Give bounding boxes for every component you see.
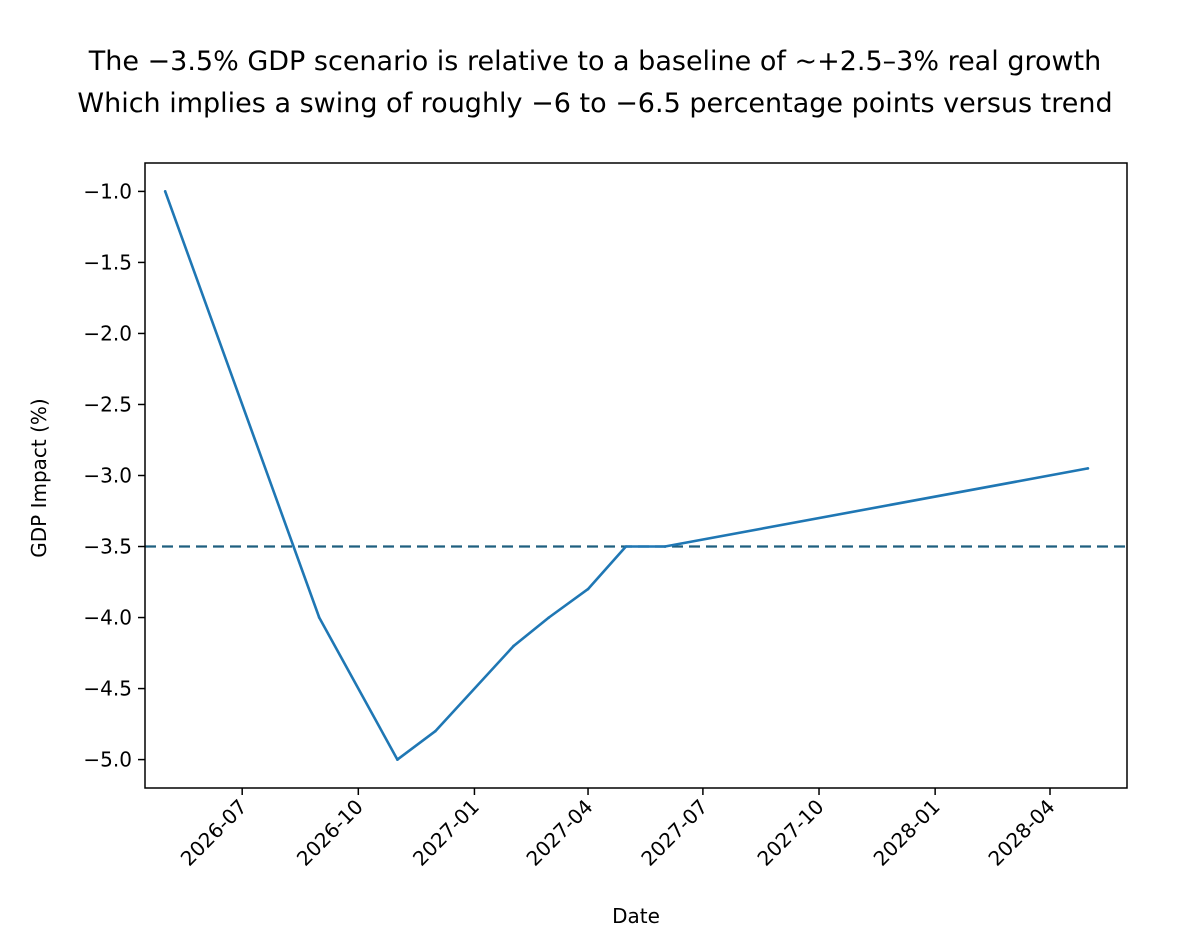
data-point-5 bbox=[547, 616, 551, 619]
x-tick-label: 2027-10 bbox=[752, 795, 828, 871]
chart-title-line-1: The −3.5% GDP scenario is relative to a … bbox=[88, 46, 1102, 77]
y-axis-label: GDP Impact (%) bbox=[27, 398, 51, 557]
x-tick-label: 2027-07 bbox=[636, 795, 712, 871]
data-point-9 bbox=[1086, 467, 1090, 470]
data-point-2 bbox=[396, 758, 399, 761]
x-tick-label: 2027-01 bbox=[408, 795, 484, 871]
x-axis-ticks: 2026-07 2026-10 2027-01 2027-04 2027-07 2027-… bbox=[176, 788, 1060, 871]
x-tick-label: 2027-04 bbox=[522, 795, 598, 871]
data-point-8 bbox=[663, 545, 667, 548]
y-tick-label: −2.0 bbox=[83, 321, 132, 345]
data-point-3 bbox=[434, 729, 437, 733]
data-series bbox=[163, 190, 1090, 761]
y-tick-label: −3.5 bbox=[83, 535, 132, 559]
y-axis-ticks: −1.0 −1.5 −2.0 −2.5 −3.0 −3.5 −4.0 −4.5 −5.0 bbox=[83, 179, 145, 772]
x-tick-label: 2026-07 bbox=[176, 795, 252, 871]
x-tick-label: 2028-01 bbox=[869, 795, 945, 871]
y-tick-label: −3.0 bbox=[83, 464, 132, 488]
chart-title-line-2: Which implies a swing of roughly −6 to −… bbox=[77, 88, 1112, 119]
series-line-0 bbox=[163, 190, 1090, 761]
data-point-7 bbox=[624, 545, 628, 548]
y-tick-label: −1.5 bbox=[83, 250, 132, 274]
y-tick-label: −2.5 bbox=[83, 392, 132, 416]
data-point-0 bbox=[163, 190, 167, 193]
plot-area-frame bbox=[144, 162, 1128, 789]
data-point-4 bbox=[512, 644, 515, 648]
y-tick-label: −4.0 bbox=[83, 606, 132, 630]
data-point-6 bbox=[586, 587, 590, 591]
y-tick-label: −5.0 bbox=[83, 748, 132, 772]
y-tick-label: −1.0 bbox=[83, 179, 132, 203]
data-point-1 bbox=[317, 616, 321, 619]
x-tick-label: 2028-04 bbox=[983, 795, 1059, 871]
x-tick-label: 2026-10 bbox=[292, 795, 368, 871]
y-tick-label: −4.5 bbox=[83, 677, 132, 701]
x-axis-label: Date bbox=[612, 904, 660, 928]
